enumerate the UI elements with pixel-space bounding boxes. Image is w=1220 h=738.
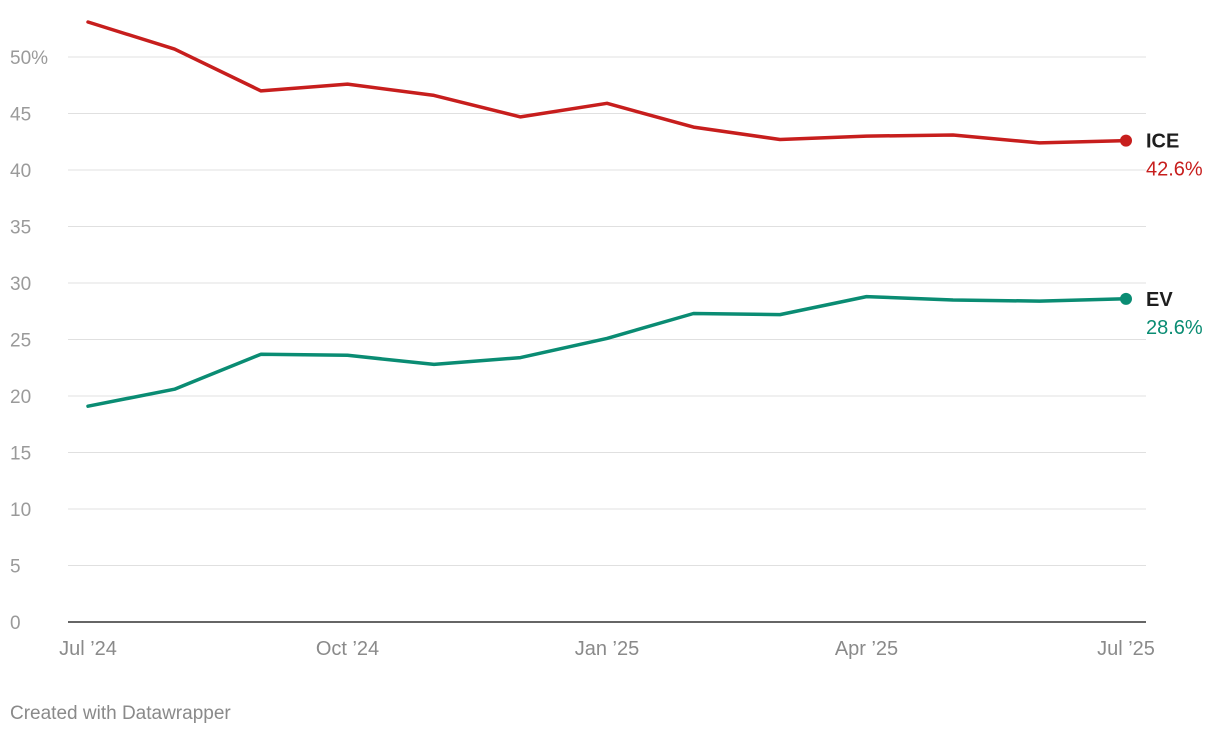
y-tick-label: 45 <box>10 105 31 126</box>
y-tick-label: 30 <box>10 274 31 295</box>
series-value-label-ev: 28.6% <box>1146 317 1203 339</box>
x-tick-label: Jul ’24 <box>59 638 117 660</box>
y-tick-label: 25 <box>10 331 31 352</box>
y-tick-label: 50% <box>10 48 48 69</box>
y-tick-label: 40 <box>10 161 31 182</box>
x-tick-label: Jan ’25 <box>575 638 640 660</box>
series-layer <box>86 20 1132 408</box>
y-tick-label: 5 <box>10 557 21 578</box>
y-tick-label: 20 <box>10 387 31 408</box>
series-name-label-ev: EV <box>1146 289 1173 311</box>
y-tick-label: 0 <box>10 613 21 634</box>
series-line-ice <box>86 20 1128 145</box>
y-tick-label: 15 <box>10 444 31 465</box>
y-axis: 0 5 10 15 20 25 30 35 40 45 50% <box>10 48 48 634</box>
x-tick-label: Apr ’25 <box>835 638 898 660</box>
series-end-labels: ICE 42.6% EV 28.6% <box>1146 131 1203 339</box>
y-tick-label: 10 <box>10 500 31 521</box>
x-tick-label: Jul ’25 <box>1097 638 1155 660</box>
end-point-ice <box>1120 134 1132 147</box>
series-name-label-ice: ICE <box>1146 131 1179 153</box>
y-tick-label: 35 <box>10 218 31 239</box>
x-tick-label: Oct ’24 <box>316 638 379 660</box>
end-point-ev <box>1120 292 1132 305</box>
datawrapper-credit[interactable]: Created with Datawrapper <box>10 703 231 724</box>
series-value-label-ice: 42.6% <box>1146 159 1203 181</box>
x-axis: Jul ’24 Oct ’24 Jan ’25 Apr ’25 Jul ’25 <box>59 638 1155 660</box>
series-line-ev <box>86 294 1128 408</box>
